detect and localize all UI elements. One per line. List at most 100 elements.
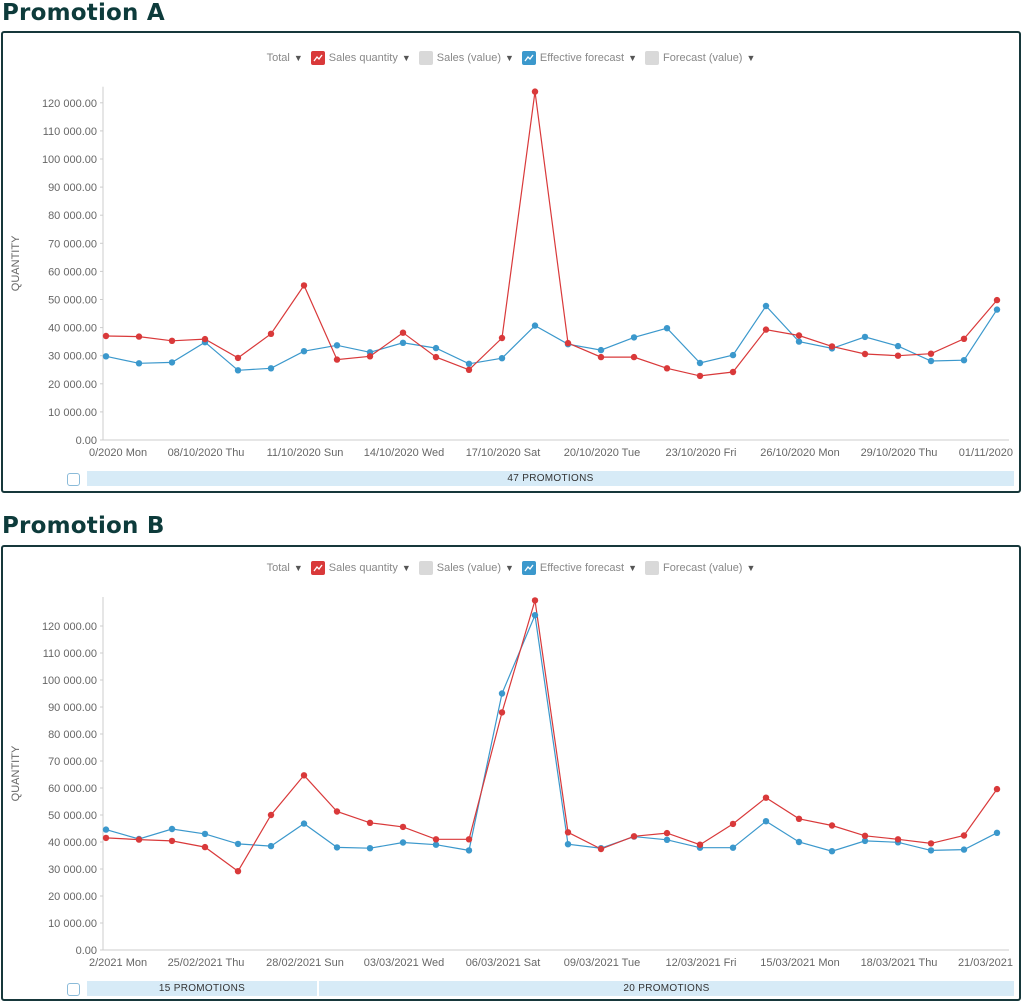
data-point[interactable] (300, 348, 308, 355)
data-point[interactable] (399, 839, 407, 846)
data-point[interactable] (168, 337, 176, 344)
data-point[interactable] (795, 815, 803, 822)
data-point[interactable] (597, 346, 605, 354)
data-point[interactable] (531, 612, 539, 619)
data-point[interactable] (498, 690, 506, 697)
data-point[interactable] (333, 844, 341, 851)
data-point[interactable] (234, 367, 242, 374)
data-point[interactable] (729, 844, 737, 851)
data-point[interactable] (267, 842, 275, 850)
data-point[interactable] (630, 334, 638, 341)
data-point[interactable] (531, 322, 539, 329)
data-point[interactable] (795, 332, 803, 339)
data-point[interactable] (168, 359, 176, 366)
data-point[interactable] (795, 338, 803, 345)
data-point[interactable] (861, 832, 869, 839)
data-point[interactable] (861, 837, 869, 845)
promotions-bar[interactable]: 20 PROMOTIONS (319, 981, 1014, 996)
data-point[interactable] (630, 833, 638, 840)
data-point[interactable] (597, 845, 605, 853)
data-point[interactable] (993, 785, 1001, 793)
data-point[interactable] (498, 355, 506, 362)
promotions-checkbox[interactable] (67, 473, 80, 486)
data-point[interactable] (960, 832, 968, 839)
data-point[interactable] (300, 820, 308, 827)
data-point[interactable] (696, 359, 704, 367)
data-point[interactable] (960, 335, 968, 342)
data-point[interactable] (135, 333, 143, 340)
legend-sales-value[interactable]: Sales (value) ▼ (418, 51, 514, 65)
legend-total[interactable]: Total ▼ (267, 562, 303, 574)
data-point[interactable] (267, 365, 275, 372)
data-point[interactable] (894, 342, 902, 350)
data-point[interactable] (234, 354, 242, 362)
data-point[interactable] (861, 333, 869, 341)
data-point[interactable] (894, 352, 902, 359)
legend-sales-value[interactable]: Sales (value) ▼ (418, 561, 514, 575)
data-point[interactable] (861, 350, 869, 358)
data-point[interactable] (564, 339, 572, 347)
data-point[interactable] (696, 841, 704, 848)
data-point[interactable] (432, 841, 440, 848)
data-point[interactable] (201, 335, 209, 343)
data-point[interactable] (927, 357, 935, 365)
data-point[interactable] (927, 847, 935, 854)
data-point[interactable] (135, 360, 143, 367)
legend-forecast-value[interactable]: Forecast (value) ▼ (645, 561, 755, 575)
data-point[interactable] (102, 332, 110, 340)
data-point[interactable] (531, 88, 539, 95)
legend-sales-quantity[interactable]: Sales quantity ▼ (310, 561, 411, 575)
legend-sales-quantity[interactable]: Sales quantity ▼ (310, 51, 411, 65)
data-point[interactable] (630, 353, 638, 361)
data-point[interactable] (267, 330, 275, 337)
data-point[interactable] (102, 353, 110, 360)
legend-effective-forecast[interactable]: Effective forecast ▼ (521, 51, 637, 65)
data-point[interactable] (465, 360, 473, 367)
data-point[interactable] (234, 868, 242, 875)
data-point[interactable] (828, 822, 836, 829)
data-point[interactable] (135, 836, 143, 843)
data-point[interactable] (762, 794, 770, 801)
data-point[interactable] (333, 342, 341, 349)
data-point[interactable] (597, 353, 605, 361)
data-point[interactable] (795, 838, 803, 846)
legend-forecast-value[interactable]: Forecast (value) ▼ (645, 51, 755, 65)
data-point[interactable] (399, 329, 407, 336)
data-point[interactable] (696, 372, 704, 380)
data-point[interactable] (168, 837, 176, 845)
data-point[interactable] (960, 846, 968, 853)
data-point[interactable] (366, 353, 374, 360)
data-point[interactable] (498, 334, 506, 342)
data-point[interactable] (762, 302, 770, 310)
data-point[interactable] (234, 840, 242, 848)
data-point[interactable] (300, 772, 308, 779)
data-point[interactable] (564, 841, 572, 848)
data-point[interactable] (399, 339, 407, 346)
data-point[interactable] (399, 823, 407, 831)
data-point[interactable] (102, 826, 110, 833)
legend-effective-forecast[interactable]: Effective forecast ▼ (521, 561, 637, 575)
data-point[interactable] (960, 357, 968, 364)
data-point[interactable] (432, 344, 440, 352)
data-point[interactable] (828, 848, 836, 855)
data-point[interactable] (993, 296, 1001, 304)
data-point[interactable] (531, 597, 539, 604)
data-point[interactable] (564, 829, 572, 836)
data-point[interactable] (432, 836, 440, 843)
data-point[interactable] (762, 818, 770, 825)
data-point[interactable] (663, 325, 671, 332)
data-point[interactable] (663, 365, 671, 372)
legend-total[interactable]: Total ▼ (267, 52, 303, 64)
data-point[interactable] (663, 829, 671, 837)
data-point[interactable] (498, 709, 506, 716)
data-point[interactable] (102, 834, 110, 842)
data-point[interactable] (432, 353, 440, 361)
data-point[interactable] (333, 356, 341, 363)
data-point[interactable] (927, 350, 935, 357)
promotions-bar[interactable]: 15 PROMOTIONS (87, 981, 317, 996)
data-point[interactable] (300, 282, 308, 289)
data-point[interactable] (894, 836, 902, 843)
data-point[interactable] (465, 836, 473, 843)
data-point[interactable] (729, 351, 737, 359)
data-point[interactable] (663, 836, 671, 843)
